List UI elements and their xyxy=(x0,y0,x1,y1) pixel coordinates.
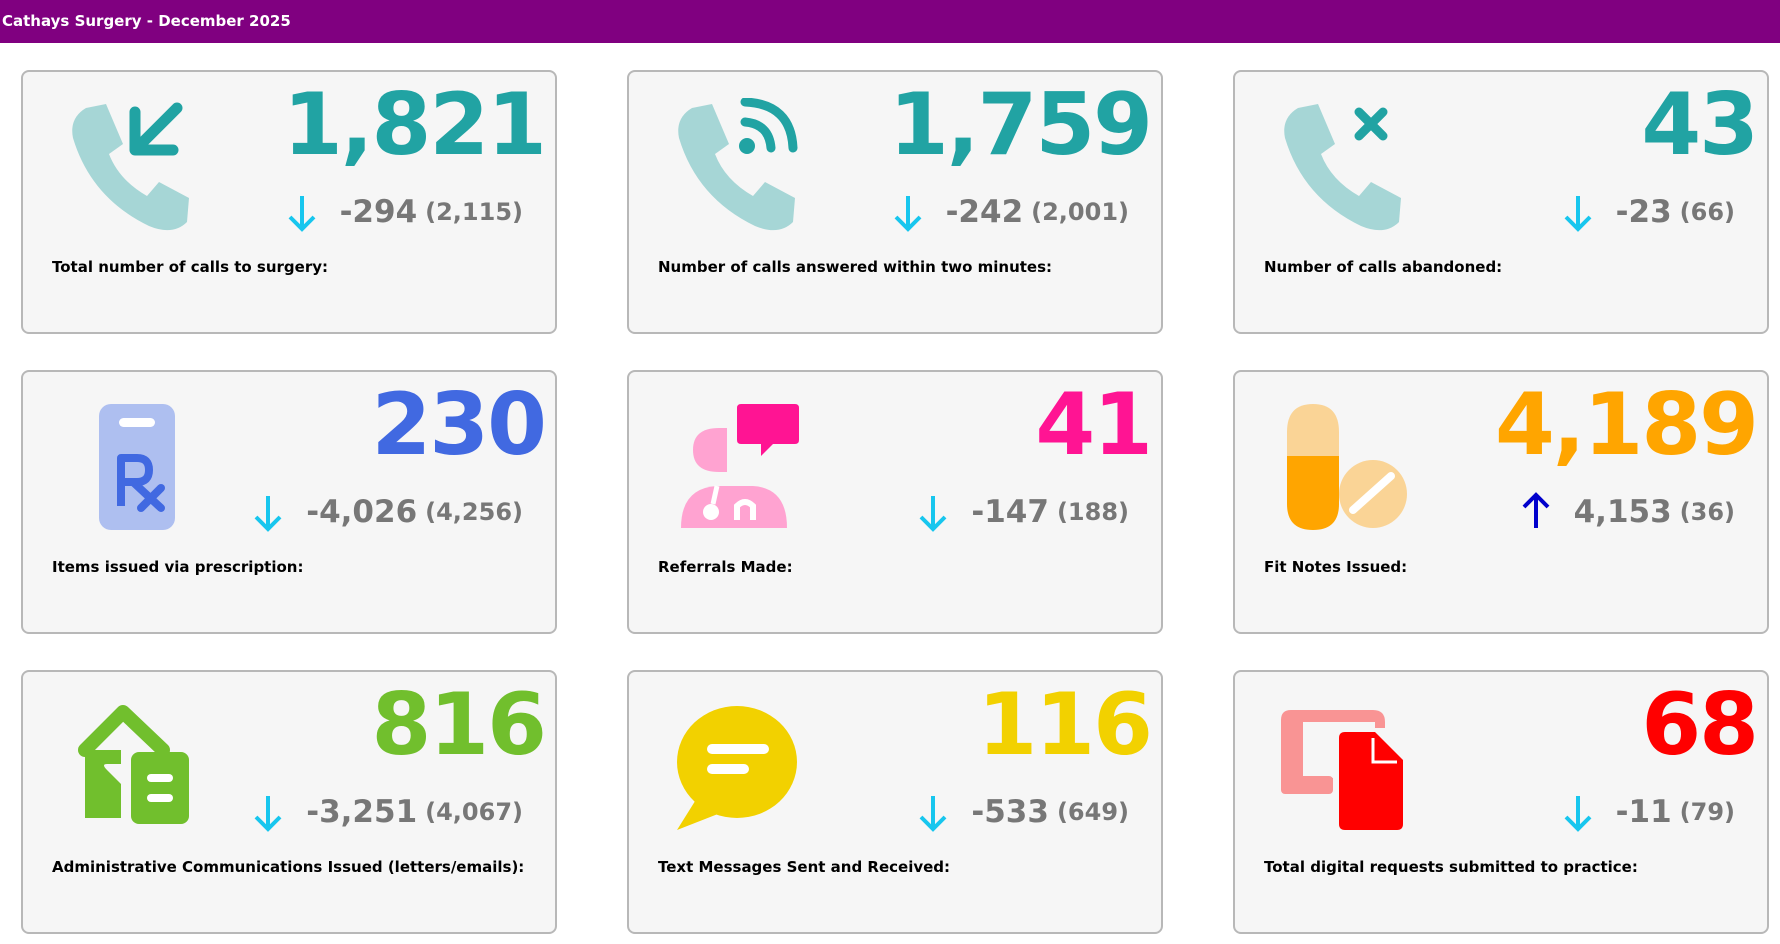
kpi-delta: -147 xyxy=(971,494,1049,530)
kpi-value: 43 xyxy=(1641,75,1759,175)
kpi-value: 1,759 xyxy=(888,75,1153,175)
kpi-previous: (2,115) xyxy=(425,198,523,226)
kpi-card-calls-answered: 1,759 -242 (2,001) Number of calls answe… xyxy=(627,70,1163,334)
arrow-down-icon xyxy=(878,190,938,234)
arrow-down-icon xyxy=(238,790,298,834)
kpi-value: 41 xyxy=(1035,375,1153,475)
phone-wifi-icon xyxy=(667,98,802,233)
kpi-label: Referrals Made: xyxy=(658,558,793,576)
kpi-delta: -23 xyxy=(1615,194,1672,230)
kpi-label: Total number of calls to surgery: xyxy=(52,258,329,276)
kpi-delta-row: 4,153 (36) xyxy=(1506,490,1735,534)
kpi-delta: -4,026 xyxy=(306,494,418,530)
kpi-delta: -533 xyxy=(971,794,1049,830)
arrow-down-icon xyxy=(903,790,963,834)
kpi-previous: (649) xyxy=(1056,798,1129,826)
kpi-value: 1,821 xyxy=(282,75,547,175)
kpi-card-prescriptions: 230 -4,026 (4,256) Items issued via pres… xyxy=(21,370,557,634)
kpi-card-calls-abandoned: 43 -23 (66) Number of calls abandoned: xyxy=(1233,70,1769,334)
kpi-delta-row: -147 (188) xyxy=(903,490,1129,534)
kpi-value: 4,189 xyxy=(1494,375,1759,475)
phone-cross-icon xyxy=(1273,98,1408,233)
kpi-delta: -242 xyxy=(945,194,1024,230)
phone-incoming-icon xyxy=(61,98,196,233)
kpi-value: 230 xyxy=(371,375,547,475)
header-bar: Cathays Surgery - December 2025 xyxy=(0,0,1780,43)
kpi-delta: 4,153 xyxy=(1573,494,1672,530)
kpi-label: Number of calls answered within two minu… xyxy=(658,258,1053,276)
kpi-delta-row: -242 (2,001) xyxy=(878,190,1129,234)
kpi-previous: (79) xyxy=(1679,798,1735,826)
kpi-label: Administrative Communications Issued (le… xyxy=(52,858,525,876)
arrow-down-icon xyxy=(238,490,298,534)
chat-bubble-icon xyxy=(667,698,802,833)
kpi-label: Text Messages Sent and Received: xyxy=(658,858,951,876)
arrow-down-icon xyxy=(272,190,332,234)
kpi-card-fit-notes: 4,189 4,153 (36) Fit Notes Issued: xyxy=(1233,370,1769,634)
kpi-card-text-messages: 116 -533 (649) Text Messages Sent and Re… xyxy=(627,670,1163,934)
kpi-previous: (66) xyxy=(1679,198,1735,226)
kpi-value: 816 xyxy=(371,675,547,775)
arrow-up-icon xyxy=(1506,490,1566,534)
kpi-delta: -3,251 xyxy=(306,794,418,830)
kpi-delta: -294 xyxy=(339,194,418,230)
doctor-speech-icon xyxy=(667,398,802,533)
kpi-card-digital-requests: 68 -11 (79) Total digital requests submi… xyxy=(1233,670,1769,934)
kpi-delta-row: -3,251 (4,067) xyxy=(238,790,523,834)
kpi-previous: (2,001) xyxy=(1031,198,1129,226)
digital-document-icon xyxy=(1273,698,1408,833)
kpi-delta-row: -294 (2,115) xyxy=(272,190,523,234)
kpi-previous: (36) xyxy=(1679,498,1735,526)
kpi-delta-row: -4,026 (4,256) xyxy=(238,490,523,534)
arrow-down-icon xyxy=(903,490,963,534)
kpi-previous: (4,067) xyxy=(425,798,523,826)
kpi-label: Number of calls abandoned: xyxy=(1264,258,1503,276)
kpi-card-referrals: 41 -147 (188) Referrals Made: xyxy=(627,370,1163,634)
arrow-down-icon xyxy=(1548,190,1608,234)
kpi-label: Items issued via prescription: xyxy=(52,558,304,576)
kpi-previous: (4,256) xyxy=(425,498,523,526)
kpi-previous: (188) xyxy=(1056,498,1129,526)
prescription-clipboard-icon xyxy=(61,398,196,533)
page-title: Cathays Surgery - December 2025 xyxy=(2,12,291,30)
arrow-down-icon xyxy=(1548,790,1608,834)
kpi-label: Total digital requests submitted to prac… xyxy=(1264,858,1638,876)
kpi-value: 116 xyxy=(977,675,1153,775)
kpi-delta: -11 xyxy=(1615,794,1672,830)
kpi-card-admin-comms: 816 -3,251 (4,067) Administrative Commun… xyxy=(21,670,557,934)
pills-icon xyxy=(1273,398,1408,533)
kpi-delta-row: -23 (66) xyxy=(1548,190,1735,234)
kpi-label: Fit Notes Issued: xyxy=(1264,558,1408,576)
house-letter-icon xyxy=(61,698,196,833)
kpi-delta-row: -533 (649) xyxy=(903,790,1129,834)
kpi-value: 68 xyxy=(1641,675,1759,775)
kpi-card-total-calls: 1,821 -294 (2,115) Total number of calls… xyxy=(21,70,557,334)
kpi-delta-row: -11 (79) xyxy=(1548,790,1735,834)
